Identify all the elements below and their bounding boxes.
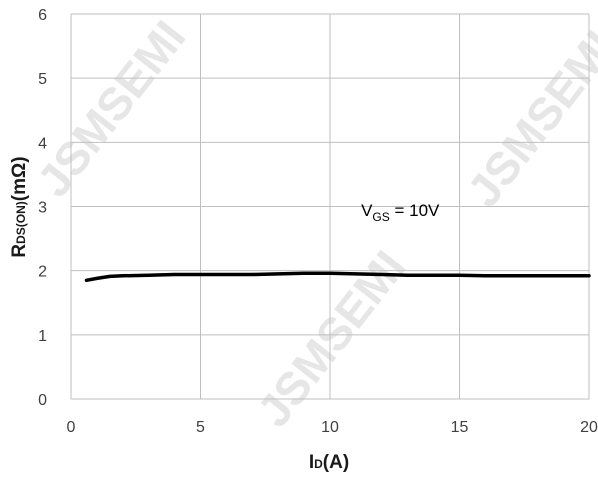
x-axis-title-main: I <box>309 452 314 473</box>
y-tick-labels: 0 1 2 3 4 5 6 <box>38 7 47 409</box>
grid-lines <box>71 13 590 399</box>
watermark-top-left: JSMSEMI <box>27 11 195 206</box>
y-tick-label: 6 <box>38 7 47 24</box>
axes <box>70 14 589 400</box>
vgs-annotation-sub: GS <box>372 210 389 224</box>
y-tick-label: 2 <box>38 264 47 281</box>
y-axis-title-tail: (mΩ) <box>9 156 30 201</box>
x-tick-label: 15 <box>451 419 469 436</box>
watermark-right: JSMSEMI <box>457 21 598 216</box>
series-lines <box>84 271 591 283</box>
x-tick-label: 0 <box>67 419 76 436</box>
vgs-annotation-tail: = 10V <box>390 201 440 220</box>
series-line <box>84 271 591 283</box>
y-axis-title-main: R <box>9 244 30 258</box>
x-tick-labels: 0 5 10 15 20 <box>67 419 598 436</box>
x-tick-label: 20 <box>580 419 598 436</box>
watermark-group: JSMSEMI JSMSEMI JSMSEMI <box>27 11 598 436</box>
y-tick-label: 0 <box>38 392 47 409</box>
y-tick-label: 1 <box>38 328 47 345</box>
y-axis-title-sub: DS(ON) <box>14 201 28 244</box>
x-tick-label: 10 <box>321 419 339 436</box>
x-tick-label: 5 <box>196 419 205 436</box>
x-axis-title-sub: D <box>314 457 323 471</box>
vgs-annotation-main: V <box>361 201 373 220</box>
vgs-annotation: VGS = 10V <box>361 201 440 224</box>
x-axis-title-tail: (A) <box>323 452 349 473</box>
y-tick-label: 3 <box>38 200 47 217</box>
y-axis-title: RDS(ON)(mΩ) <box>9 156 30 257</box>
y-tick-label: 4 <box>38 135 47 152</box>
x-axis-title: ID(A) <box>309 452 349 473</box>
y-tick-label: 5 <box>38 71 47 88</box>
